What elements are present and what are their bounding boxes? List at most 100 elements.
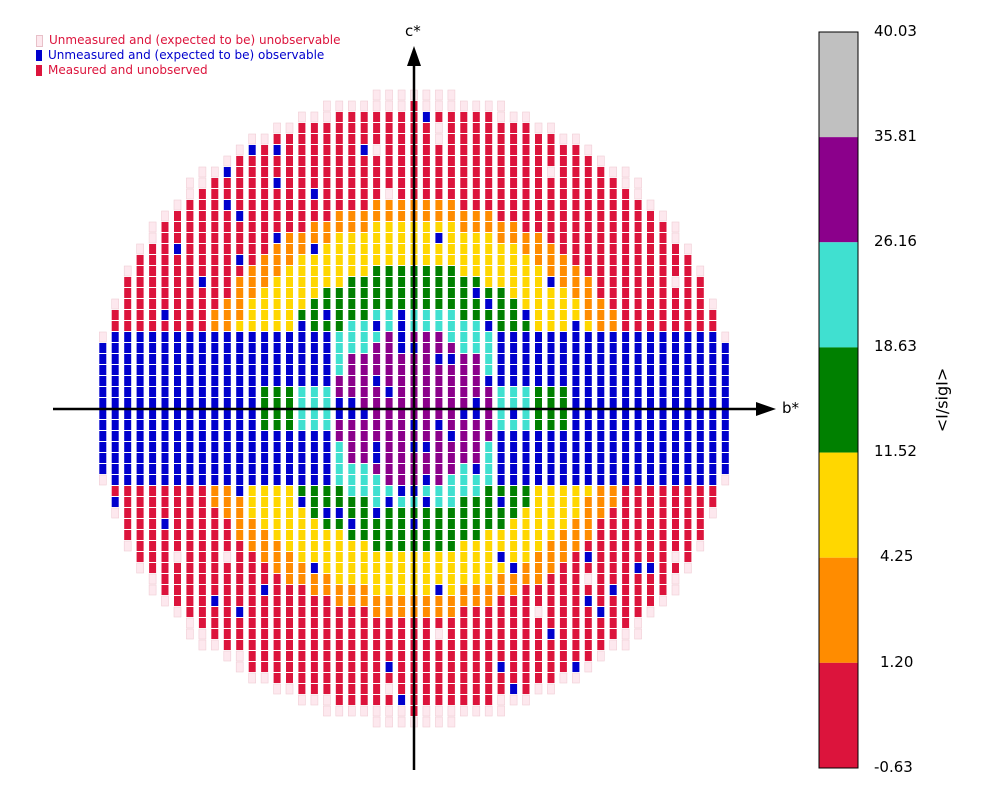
reflection-cell: [385, 376, 393, 386]
reflection-cell: [310, 453, 318, 463]
reflection-cell: [360, 321, 368, 331]
reflection-cell: [149, 431, 157, 441]
reflection-cell: [510, 684, 518, 694]
reflection-cell: [559, 376, 567, 386]
reflection-cell: [485, 387, 493, 397]
reflection-cell: [174, 277, 181, 287]
reflection-cell: [124, 420, 132, 430]
reflection-cell: [111, 310, 119, 320]
reflection-cell: [360, 255, 368, 265]
reflection-cell: [298, 189, 306, 199]
reflection-cell: [260, 133, 269, 145]
reflection-cell: [398, 167, 406, 177]
reflection-cell: [510, 255, 518, 265]
reflection-cell: [535, 211, 542, 221]
reflection-cell: [721, 365, 729, 375]
reflection-cell: [696, 387, 704, 397]
reflection-cell: [559, 277, 567, 287]
reflection-cell: [460, 299, 468, 309]
reflection-cell: [310, 475, 318, 485]
reflection-cell: [435, 574, 443, 584]
reflection-cell: [373, 277, 381, 287]
reflection-cell: [385, 541, 393, 551]
reflection-cell: [186, 277, 194, 287]
reflection-cell: [198, 618, 206, 628]
reflection-cell: [597, 618, 605, 628]
reflection-cell: [273, 442, 281, 452]
reflection-cell: [447, 431, 455, 441]
reflection-cell: [497, 100, 505, 112]
reflection-cell: [622, 398, 630, 408]
reflection-cell: [186, 585, 194, 595]
reflection-cell: [547, 222, 555, 232]
reflection-cell: [261, 299, 269, 309]
reflection-cell: [373, 255, 381, 265]
reflection-cell: [323, 277, 331, 287]
reflection-cell: [584, 629, 592, 639]
reflection-cell: [186, 442, 194, 452]
reflection-cell: [174, 233, 181, 243]
reflection-cell: [547, 288, 555, 298]
reflection-cell: [597, 189, 605, 199]
reflection-cell: [622, 387, 630, 397]
reflection-cell: [597, 288, 605, 298]
reflection-cell: [422, 662, 430, 672]
reflection-cell: [124, 321, 132, 331]
reflection-cell: [510, 519, 518, 529]
reflection-cell: [124, 486, 132, 496]
reflection-cell: [646, 606, 655, 618]
reflection-cell: [484, 705, 493, 717]
reflection-cell: [198, 222, 206, 232]
reflection-cell: [261, 321, 269, 331]
reflection-cell: [149, 387, 157, 397]
reflection-cell: [572, 167, 580, 177]
reflection-cell: [435, 200, 443, 210]
reflection-cell: [385, 607, 393, 617]
reflection-cell: [211, 453, 219, 463]
reflection-cell: [609, 409, 617, 419]
reflection-cell: [584, 552, 592, 562]
reflection-cell: [198, 508, 206, 518]
reflection-cell: [136, 541, 144, 551]
reflection-cell: [348, 277, 356, 287]
reflection-cell: [111, 354, 119, 364]
vertical-axis-arrow-icon: [407, 46, 421, 66]
reflection-cell: [672, 519, 679, 529]
reflection-cell: [348, 156, 356, 166]
reflection-cell: [659, 420, 667, 430]
reflection-cell: [310, 618, 318, 628]
reflection-cell: [497, 508, 505, 518]
reflection-cell: [273, 683, 281, 695]
reflection-cell: [647, 310, 654, 320]
reflection-cell: [559, 662, 567, 672]
reflection-cell: [484, 100, 493, 112]
reflection-cell: [261, 354, 269, 364]
reflection-cell: [348, 574, 356, 584]
reflection-cell: [572, 672, 580, 684]
reflection-cell: [261, 244, 269, 254]
reflection-cell: [298, 574, 306, 584]
reflection-cell: [647, 409, 654, 419]
reflection-cell: [335, 519, 343, 529]
reflection-cell: [447, 354, 455, 364]
reflection-cell: [286, 541, 293, 551]
reflection-cell: [385, 310, 393, 320]
reflection-cell: [572, 233, 580, 243]
reflection-cell: [248, 552, 256, 562]
reflection-cell: [497, 200, 505, 210]
reflection-cell: [435, 705, 443, 717]
reflection-cell: [348, 255, 356, 265]
reflection-cell: [174, 222, 181, 232]
reflection-cell: [572, 266, 580, 276]
reflection-cell: [485, 332, 493, 342]
reflection-cell: [510, 332, 518, 342]
reflection-cell: [510, 145, 518, 155]
reflection-cell: [99, 354, 107, 364]
reflection-cell: [261, 486, 269, 496]
reflection-cell: [435, 354, 443, 364]
reflection-cell: [522, 244, 530, 254]
reflection-cell: [398, 607, 406, 617]
reflection-cell: [522, 585, 530, 595]
reflection-cell: [385, 442, 393, 452]
reflection-cell: [510, 464, 518, 474]
